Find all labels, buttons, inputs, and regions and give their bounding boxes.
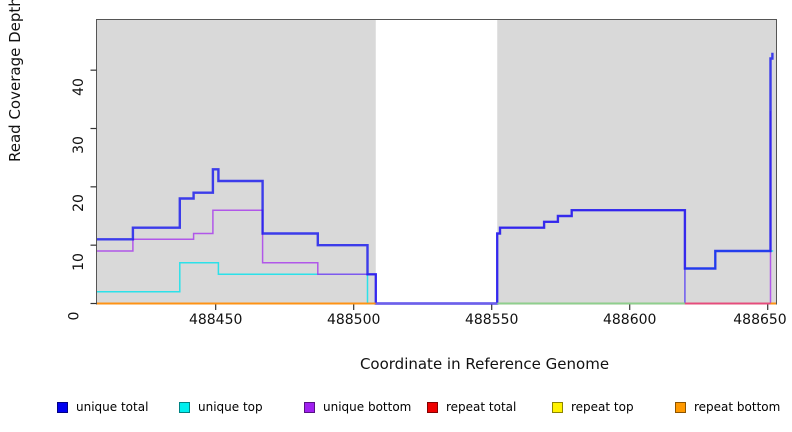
legend-item-repeat-top: repeat top <box>552 398 634 416</box>
x-tick-label: 488600 <box>602 312 657 328</box>
legend-swatch-icon <box>552 401 563 413</box>
legend-item-repeat-total: repeat total <box>427 398 516 416</box>
legend-swatch-icon <box>57 401 68 413</box>
shaded-band-0 <box>97 20 376 304</box>
legend-item-unique-total: unique total <box>57 398 148 416</box>
legend-label: unique top <box>198 400 263 414</box>
y-tick-label: 0 <box>66 311 83 321</box>
legend-item-repeat-bottom: repeat bottom <box>675 398 780 416</box>
legend-swatch-icon <box>675 401 686 413</box>
y-tick-label: 30 <box>70 135 87 154</box>
legend-swatch-icon <box>179 401 190 413</box>
legend: unique total unique top unique bottom repea… <box>0 398 792 420</box>
x-tick-label: 488500 <box>326 312 381 328</box>
y-tick-label: 20 <box>70 194 87 213</box>
x-axis-title-row: Coordinate in Reference Genome <box>0 355 792 373</box>
legend-label: repeat bottom <box>694 400 781 414</box>
x-tick-label: 488550 <box>464 312 519 328</box>
legend-label: unique bottom <box>323 400 412 414</box>
x-tick-label: 488450 <box>188 312 243 328</box>
x-tick-label: 488650 <box>733 312 787 328</box>
legend-item-unique-bottom: unique bottom <box>304 398 411 416</box>
legend-label: repeat top <box>571 400 634 414</box>
x-axis-title: Coordinate in Reference Genome <box>359 355 610 373</box>
shaded-band-1 <box>497 20 776 304</box>
legend-swatch-icon <box>427 401 438 413</box>
legend-label: unique total <box>76 400 149 414</box>
y-axis-title: Read Coverage Depth <box>6 0 24 162</box>
legend-swatch-icon <box>304 401 315 413</box>
y-tick-label: 10 <box>70 252 87 271</box>
legend-label: repeat total <box>446 400 517 414</box>
y-tick-label: 40 <box>70 77 87 96</box>
legend-item-unique-top: unique top <box>179 398 263 416</box>
